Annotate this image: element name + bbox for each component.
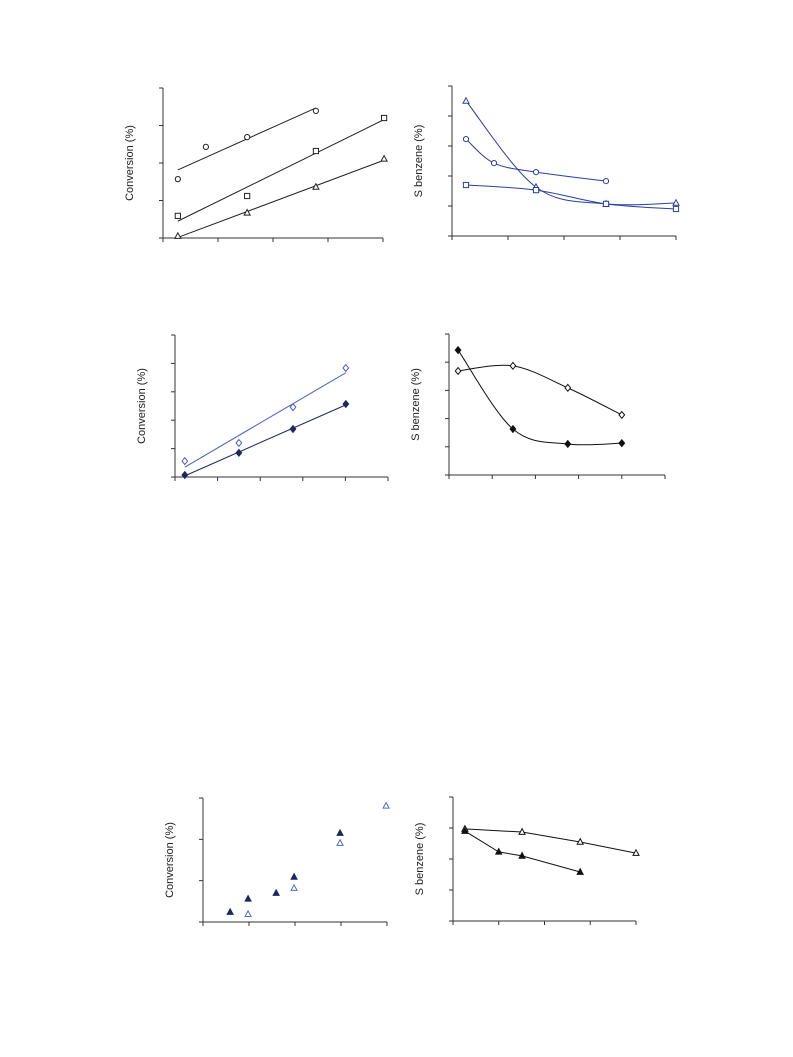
marker (462, 96, 470, 104)
marker (618, 438, 626, 448)
marker (576, 837, 585, 845)
marker (462, 136, 470, 143)
y-axis-title: S benzene (%) (414, 823, 426, 896)
marker (235, 438, 243, 448)
series-line (465, 100, 677, 206)
marker (672, 198, 680, 206)
chart-panel: S benzene (%) (410, 333, 666, 479)
marker (235, 448, 243, 458)
marker (174, 212, 181, 219)
marker (290, 883, 298, 891)
trend-line (184, 372, 347, 468)
marker (226, 907, 234, 915)
y-axis-title: S benzene (%) (410, 368, 422, 441)
marker (336, 828, 344, 836)
marker (244, 192, 251, 200)
y-axis-title: Conversion (%) (164, 822, 176, 898)
marker (518, 827, 526, 835)
marker (342, 363, 350, 373)
marker (518, 851, 526, 859)
series-line (465, 184, 677, 210)
marker (243, 208, 251, 216)
marker (672, 205, 680, 213)
marker (564, 383, 572, 393)
marker (312, 147, 319, 155)
marker (509, 424, 517, 434)
marker (618, 410, 626, 420)
marker (632, 848, 640, 856)
marker (382, 801, 390, 809)
trend-line (177, 119, 385, 222)
y-axis-title: Conversion (%) (124, 125, 136, 201)
y-axis-title: S benzene (%) (413, 125, 425, 198)
series-line (464, 828, 637, 854)
marker (202, 143, 209, 150)
chart-panel: Conversion (%) (164, 797, 390, 926)
marker (532, 169, 540, 176)
marker (461, 826, 469, 834)
marker (174, 231, 182, 239)
marker (454, 345, 462, 355)
marker (244, 134, 251, 141)
chart-panel: Conversion (%) (136, 334, 389, 481)
marker (454, 366, 462, 376)
marker (244, 894, 252, 902)
marker (462, 181, 470, 189)
y-axis-title: Conversion (%) (136, 368, 148, 444)
marker (576, 867, 585, 875)
marker (181, 456, 189, 466)
marker (244, 909, 252, 917)
marker (509, 361, 517, 371)
marker (532, 187, 540, 194)
chart-panel: S benzene (%) (413, 85, 680, 240)
marker (272, 888, 280, 896)
marker (336, 838, 344, 846)
marker (342, 399, 350, 409)
marker (380, 154, 388, 162)
marker (312, 182, 320, 190)
chart-panel: S benzene (%) (414, 796, 640, 925)
series-line (458, 364, 623, 416)
trend-line (184, 404, 347, 477)
marker (312, 107, 319, 114)
marker (289, 424, 297, 434)
marker (602, 178, 610, 185)
series-line (465, 138, 607, 182)
marker (290, 872, 298, 880)
marker (181, 470, 189, 480)
marker (564, 439, 572, 449)
series-line (464, 830, 581, 873)
marker (174, 176, 181, 183)
trend-line (177, 159, 385, 238)
chart-panel: Conversion (%) (124, 87, 388, 242)
marker (490, 160, 498, 167)
series-line (457, 349, 622, 446)
marker (494, 847, 503, 855)
marker (289, 402, 297, 412)
marker (381, 114, 388, 122)
marker (602, 200, 610, 208)
